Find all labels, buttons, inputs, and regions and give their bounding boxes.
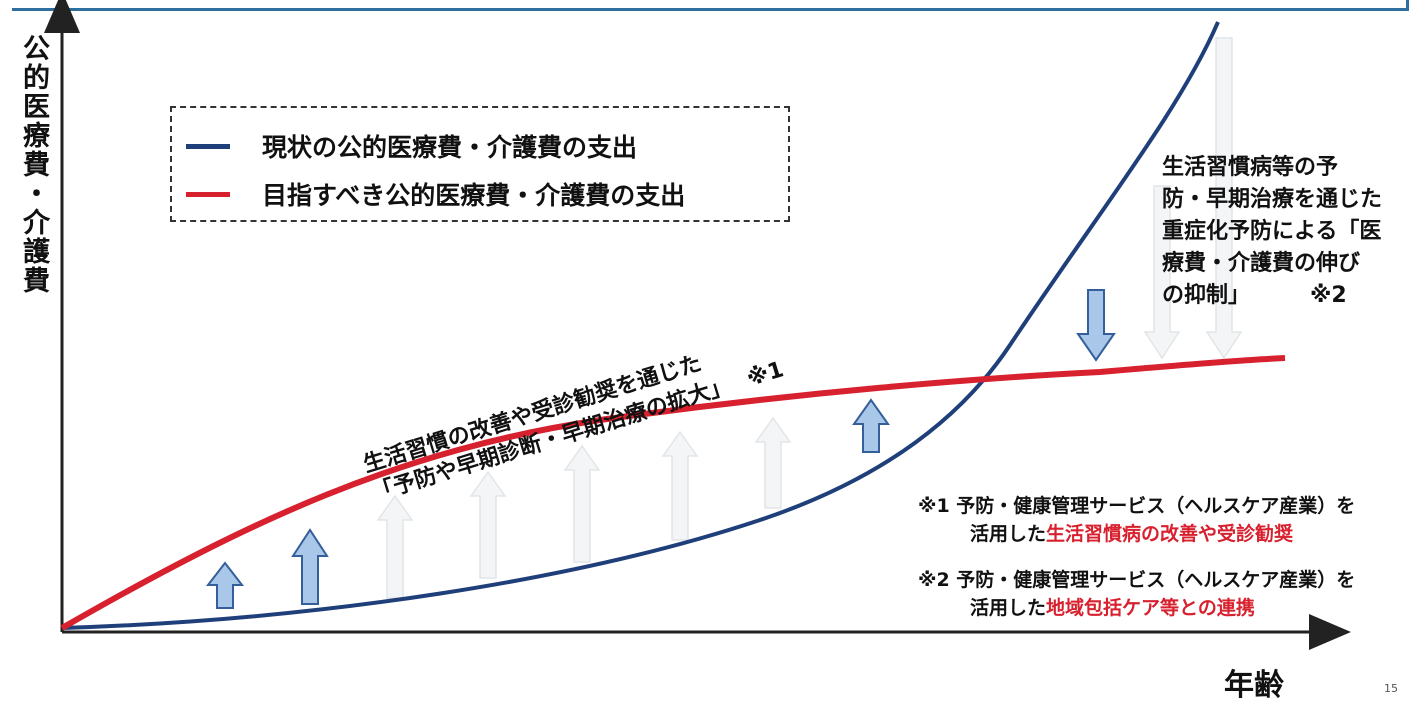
right-annotation-ref: ※2 xyxy=(1310,283,1347,308)
up-arrow xyxy=(291,528,329,605)
right-annotation-text: の抑制」 xyxy=(1162,283,1251,308)
legend-swatch-blue xyxy=(186,143,230,149)
legend-box: 現状の公的医療費・介護費の支出 目指すべき公的医療費・介護費の支出 xyxy=(170,106,790,222)
footnote-prefix: 活用した xyxy=(970,523,1047,545)
right-annotation-line: 生活習慣病等の予 xyxy=(1162,155,1339,180)
current-spending-curve xyxy=(61,21,1220,630)
footnote-prefix: 活用した xyxy=(970,597,1047,619)
faded-down-arrow xyxy=(1143,185,1181,360)
footnote-2: ※2 予防・健康管理サービス（ヘルスケア産業）を 活用した地域包括ケア等との連携 xyxy=(918,566,1355,622)
faded-arrows xyxy=(376,37,1243,599)
legend-label-current: 現状の公的医療費・介護費の支出 xyxy=(262,133,638,162)
faded-up-arrow xyxy=(754,416,792,509)
faded-up-arrow xyxy=(661,430,699,541)
solid-arrows xyxy=(205,289,1116,609)
x-axis-label: 年齢 xyxy=(1224,668,1284,703)
faded-up-arrow xyxy=(563,444,601,563)
page-number: 15 xyxy=(1384,682,1398,695)
legend-item-target: 目指すべき公的医療費・介護費の支出 xyxy=(186,176,685,212)
down-arrow xyxy=(1076,289,1116,362)
right-annotation-line: 防・早期治療を通じた xyxy=(1162,187,1383,212)
faded-up-arrow xyxy=(376,494,414,599)
footnote-highlight: 地域包括ケア等との連携 xyxy=(1046,597,1255,619)
footnote-highlight: 生活習慣病の改善や受診勧奨 xyxy=(1046,523,1294,545)
faded-up-arrow xyxy=(469,470,507,579)
up-arrow xyxy=(852,398,890,453)
up-arrow xyxy=(205,561,245,609)
footnote-1: ※1 予防・健康管理サービス（ヘルスケア産業）を 活用した生活習慣病の改善や受診… xyxy=(918,492,1355,548)
footnote-line: 活用した生活習慣病の改善や受診勧奨 xyxy=(918,520,1355,548)
right-annotation-line: 療費・介護費の伸び xyxy=(1162,251,1361,276)
footnote-line: ※2 予防・健康管理サービス（ヘルスケア産業）を xyxy=(918,569,1356,591)
right-annotation-line: 重症化予防による「医 xyxy=(1162,219,1382,244)
faded-down-arrow xyxy=(1205,37,1243,360)
legend-label-target: 目指すべき公的医療費・介護費の支出 xyxy=(262,181,686,210)
top-frame-border xyxy=(12,0,1409,11)
right-annotation-line: の抑制」 ※2 xyxy=(1162,280,1412,312)
legend-item-current: 現状の公的医療費・介護費の支出 xyxy=(186,128,637,164)
footnote-line: ※1 予防・健康管理サービス（ヘルスケア産業）を xyxy=(918,495,1356,517)
footnote-line: 活用した地域包括ケア等との連携 xyxy=(918,594,1355,622)
y-axis-label: 公的医療費・介護費 xyxy=(18,34,49,295)
target-spending-curve xyxy=(60,355,1286,631)
legend-swatch-red xyxy=(186,191,230,197)
right-annotation: 生活習慣病等の予 防・早期治療を通じた 重症化予防による「医 療費・介護費の伸び… xyxy=(1162,152,1412,312)
